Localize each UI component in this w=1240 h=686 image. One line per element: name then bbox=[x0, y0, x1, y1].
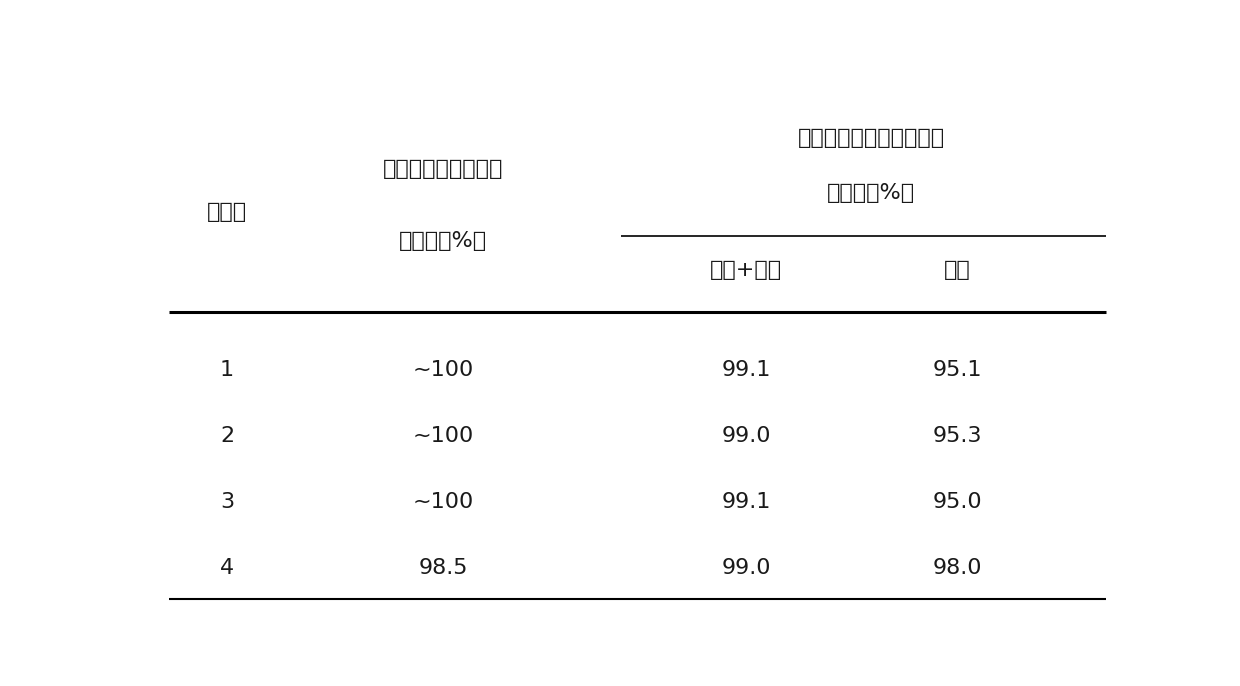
Text: 99.1: 99.1 bbox=[722, 360, 771, 380]
Text: 转化率（%）: 转化率（%） bbox=[399, 230, 487, 251]
Text: 1: 1 bbox=[219, 360, 234, 380]
Text: 邻苯二甲酸二异丁酯: 邻苯二甲酸二异丁酯 bbox=[383, 159, 503, 180]
Text: 3: 3 bbox=[219, 493, 234, 512]
Text: 2: 2 bbox=[219, 426, 234, 446]
Text: 99.0: 99.0 bbox=[722, 426, 771, 446]
Text: 实施例: 实施例 bbox=[207, 202, 247, 222]
Text: 4: 4 bbox=[219, 558, 234, 578]
Text: 邻环己烷二甲酸二异丁酯: 邻环己烷二甲酸二异丁酯 bbox=[797, 128, 945, 147]
Text: 95.1: 95.1 bbox=[932, 360, 982, 380]
Text: ~100: ~100 bbox=[413, 360, 474, 380]
Text: 顺式: 顺式 bbox=[944, 260, 971, 280]
Text: 95.0: 95.0 bbox=[932, 493, 982, 512]
Text: 选择性（%）: 选择性（%） bbox=[827, 183, 915, 203]
Text: ~100: ~100 bbox=[413, 426, 474, 446]
Text: 顺式+反式: 顺式+反式 bbox=[711, 260, 782, 280]
Text: 99.1: 99.1 bbox=[722, 493, 771, 512]
Text: 98.5: 98.5 bbox=[419, 558, 467, 578]
Text: 98.0: 98.0 bbox=[932, 558, 982, 578]
Text: ~100: ~100 bbox=[413, 493, 474, 512]
Text: 95.3: 95.3 bbox=[932, 426, 982, 446]
Text: 99.0: 99.0 bbox=[722, 558, 771, 578]
